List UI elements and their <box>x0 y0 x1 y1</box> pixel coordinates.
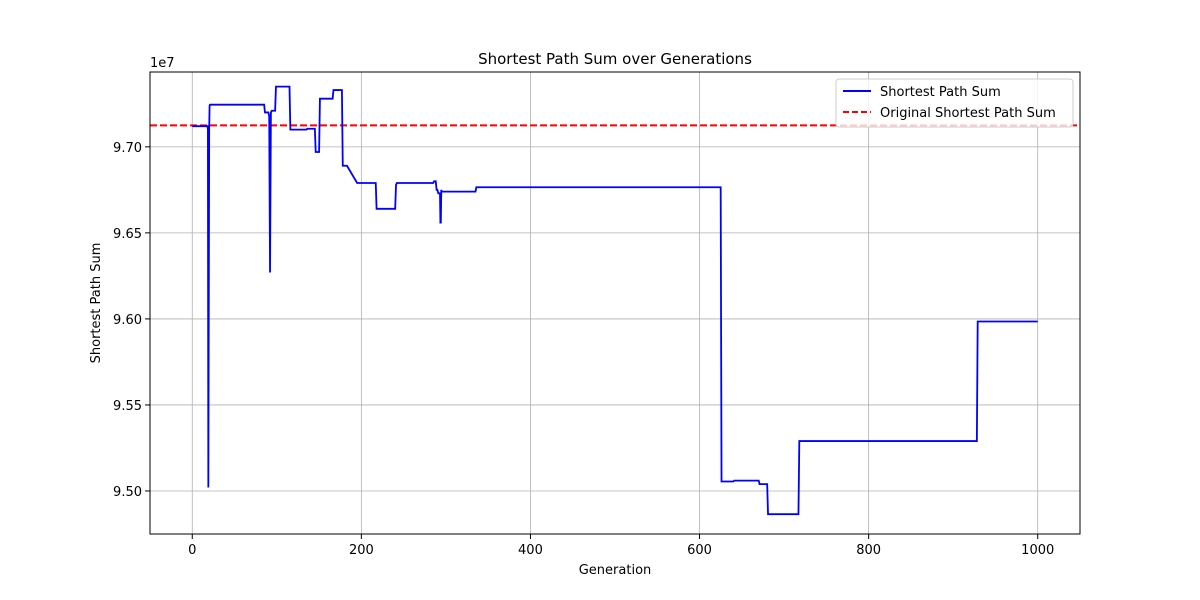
plot-frame <box>149 71 1081 535</box>
y-tick-label: 9.70 <box>113 141 142 156</box>
legend-label-original-shortest-path-sum: Original Shortest Path Sum <box>880 106 1056 121</box>
y-tick-label: 9.60 <box>113 313 142 328</box>
y-tick-label: 9.50 <box>113 485 142 500</box>
x-tick-label: 400 <box>518 543 543 558</box>
x-tick-label: 0 <box>188 543 196 558</box>
y-tick-label: 9.55 <box>113 399 142 414</box>
x-axis-label: Generation <box>579 563 652 578</box>
y-axis-label: Shortest Path Sum <box>89 243 104 364</box>
grid <box>150 72 1080 534</box>
x-tick-label: 600 <box>687 543 712 558</box>
axis-ticks: 0 200 400 600 800 1000 9.50 9.55 9.60 9.65 9.70 <box>113 141 1054 558</box>
y-tick-label: 9.65 <box>113 227 142 242</box>
chart-title: Shortest Path Sum over Generations <box>478 50 752 68</box>
legend-box <box>835 78 1074 128</box>
legend: Shortest Path Sum Original Shortest Path… <box>835 78 1074 128</box>
x-tick-label: 800 <box>856 543 881 558</box>
x-tick-label: 200 <box>349 543 374 558</box>
y-axis-offset-label: 1e7 <box>150 56 175 71</box>
legend-label-shortest-path-sum: Shortest Path Sum <box>880 85 1001 100</box>
x-tick-label: 1000 <box>1021 543 1054 558</box>
series-line-shortest-path-sum <box>192 85 1038 516</box>
